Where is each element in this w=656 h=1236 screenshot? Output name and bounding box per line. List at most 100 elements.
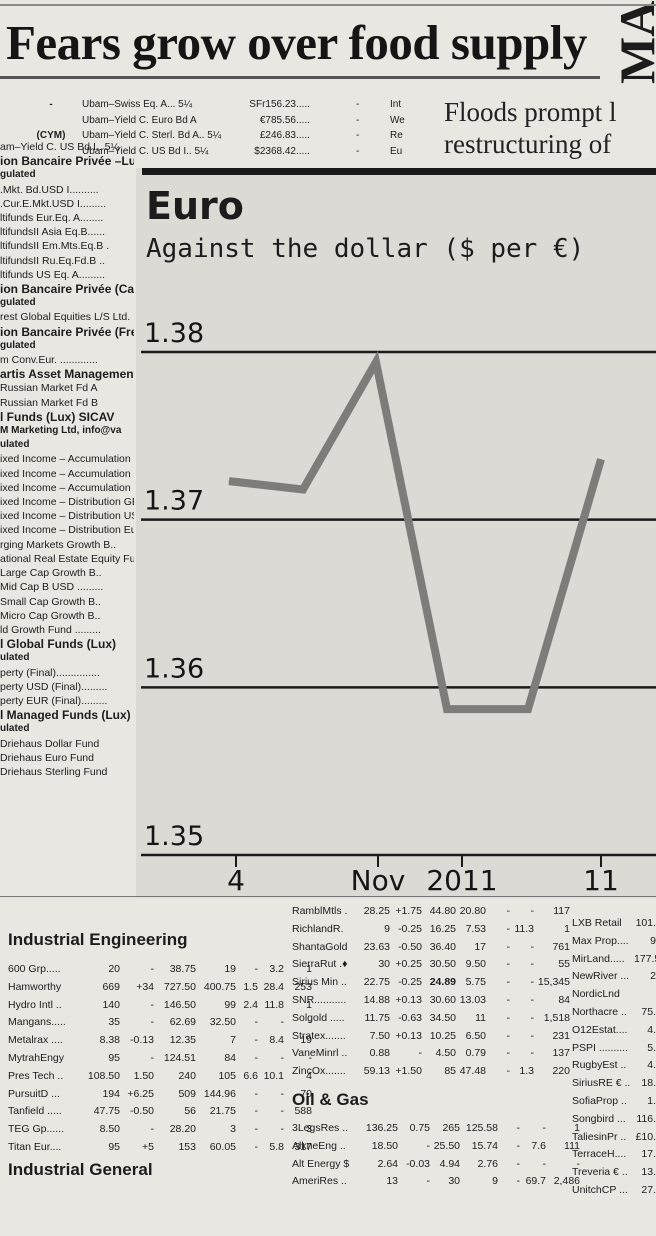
table-cell: AlkneEng .. [292, 1139, 346, 1152]
table-cell: - [280, 1105, 285, 1118]
headline-rule [0, 76, 600, 79]
table-cell: Stratex....... [292, 1029, 346, 1042]
table-cell: 2.64 [377, 1157, 398, 1170]
table-cell: 125.58 [465, 1122, 498, 1134]
table-cell: 70 [300, 1087, 312, 1100]
fund-cell-dash: (CYM) [36, 130, 66, 141]
table-cell: - [506, 922, 511, 935]
table-cell: 8.50 [99, 1123, 120, 1136]
y-tick-label: 1.35 [144, 821, 204, 852]
fund-cell-flag: - [356, 99, 360, 110]
fund-cell-name: Ubam–Yield C. US Bd I.. 5¼ [82, 145, 209, 157]
table-cell: 30 [378, 958, 390, 971]
table-cell: 55 [558, 958, 570, 971]
table-cell: +0.13 [395, 993, 422, 1006]
table-cell: - [308, 1016, 313, 1029]
table-cell: 7.53 [465, 922, 486, 935]
table-cell: 116. [636, 1112, 656, 1125]
table-cell: 20.80 [459, 905, 486, 917]
table-row: 3LegsRes .. 136.25 0.75 265 125.58 - - 1 [292, 1120, 580, 1138]
table-cell: SierraRut .♦ [292, 958, 348, 971]
table-cell: -0.63 [398, 1011, 422, 1024]
fund-list-item: Mid Cap B USD ......... [0, 581, 104, 594]
table-cell: 144.96 [203, 1087, 236, 1100]
table-row: PSPI .......... 5. [572, 1040, 656, 1058]
table-cell: - [280, 1087, 285, 1100]
table-cell: 9.50 [465, 958, 486, 971]
table-cell: - [254, 1051, 259, 1064]
table-cell: SofiaProp .. [572, 1094, 627, 1107]
fund-cell-name: Ubam–Yield C. Sterl. Bd A.. 5¼ [82, 130, 222, 141]
table-cell: 1 [564, 922, 570, 935]
table-row: Hamworthy 669 +34 727.50 400.75 1.5 28.4 253 [8, 979, 312, 997]
x-tick-label: 4 [227, 864, 245, 897]
table-cell: Pres Tech .. [8, 1069, 64, 1082]
table-cell: 7 [230, 1034, 236, 1047]
table-cell: - [530, 905, 535, 917]
x-tick-label: 2011 [426, 864, 497, 897]
table-cell: 44.80 [429, 905, 456, 917]
fund-list-item: ltifundsII Asia Eq.B...... [0, 226, 106, 239]
fund-cell-flag: - [356, 130, 360, 141]
table-cell: RugbyEst .. [572, 1059, 627, 1072]
table-cell: - [506, 1065, 511, 1078]
table-cell [634, 986, 656, 1004]
table-cell: TEG Gp...... [8, 1123, 65, 1136]
table-row: ZincOx....... 59.13 +1.50 85 47.48 -1.3 220 [292, 1063, 570, 1081]
fund-list-item: ational Real Estate Equity Fund [0, 552, 134, 565]
data-point [228, 480, 230, 482]
table-cell: 34.50 [429, 1011, 456, 1024]
table-cell: NewRiver ... [572, 970, 630, 983]
table-row: SNR........... 14.88 +0.13 30.60 13.03 - - 84 [292, 992, 570, 1010]
table-cell: 8.4 [269, 1034, 284, 1047]
table-cell: Sirius Min .. [292, 976, 347, 989]
table-cell: +0.25 [395, 958, 422, 971]
industrial-engineering-title: Industrial Engineering [8, 930, 188, 949]
euro-line-chart: 1.38 1.37 1.36 1.35 4 Nov 2011 11 [141, 318, 656, 897]
fund-cell-price: €785.56 [259, 114, 296, 126]
fund-list-item: ltifundsII Ru.Eq.Fd.B .. [0, 254, 106, 267]
fund-list-item: ixed Income – Distribution USD .. [0, 510, 134, 523]
fund-list-item: ion Bancaire Privée (Fre [0, 324, 134, 339]
table-cell: - [530, 940, 535, 953]
fund-list-item: perty EUR (Final)......... [0, 694, 108, 707]
table-cell: TaliesinPr .. [572, 1130, 627, 1143]
right-headline: Floods prompt l restructuring of [444, 96, 617, 160]
fund-list-item: Micro Cap Growth B.. [0, 609, 101, 622]
table-cell: VaneMinrl .. [292, 1047, 348, 1060]
table-cell: UnitchCP ... [572, 1183, 628, 1196]
main-headline: Fears grow over food supply [6, 15, 587, 70]
table-cell: Hamworthy [8, 980, 62, 993]
table-cell: 15,345 [537, 976, 570, 989]
table-row: NewRiver ... 2 [572, 968, 656, 986]
table-cell: - [542, 1122, 547, 1134]
table-cell: - [254, 963, 259, 975]
table-cell: - [506, 958, 511, 971]
table-cell: 32.50 [209, 1016, 236, 1029]
table-cell: Northacre .. [572, 1005, 627, 1018]
table-cell: 669 [102, 980, 120, 993]
table-cell: 18. [641, 1077, 656, 1090]
table-cell: Titan Eur.... [8, 1140, 62, 1153]
table-cell: 20 [108, 963, 120, 975]
industrial-general-title: Industrial General [8, 1160, 153, 1179]
x-tick-label: Nov [351, 864, 406, 897]
table-cell: 15.74 [471, 1139, 498, 1152]
fund-list-item: ulated [0, 652, 30, 664]
fund-list-item: am–Yield C. US Bd I.. 5¼ [0, 141, 120, 153]
fund-list-item: Driehaus Sterling Fund [0, 765, 108, 778]
table-cell: 21.75 [209, 1105, 236, 1118]
data-point [527, 708, 529, 710]
table-row: AmeriRes .. 13-30 9-69.7 2,486 [292, 1173, 580, 1191]
table-cell: 19 [300, 1034, 312, 1047]
table-cell: 153 [178, 1140, 196, 1153]
property-table: LXB Retail 101. Max Prop.... 9 MirLand..... 1… [572, 915, 656, 1200]
fund-row: (CYM) Ubam–Yield C. Sterl. Bd A.. 5¼ £246.… [20, 128, 410, 144]
table-cell: 47.48 [459, 1065, 486, 1078]
table-cell: 105 [218, 1069, 236, 1082]
table-cell: 30.60 [429, 993, 456, 1006]
table-cell: 9 [650, 934, 656, 947]
table-cell: LXB Retail [572, 917, 622, 929]
table-cell: 1.5 [243, 980, 258, 993]
table-cell: - [530, 1029, 535, 1042]
